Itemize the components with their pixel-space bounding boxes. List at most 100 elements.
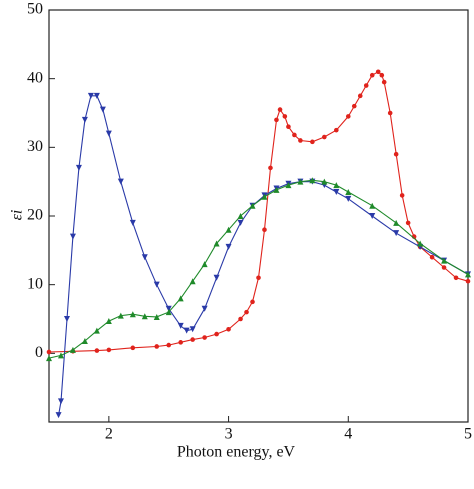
data-point [453,275,459,281]
data-point [237,219,244,226]
data-point [63,316,70,322]
data-point [282,114,288,119]
data-point [99,106,106,113]
data-point [178,340,183,345]
y-tick-label: 40 [27,69,43,86]
data-point [250,299,255,305]
data-point [55,412,62,419]
plot-frame [48,9,469,423]
data-point [226,327,231,332]
data-point [334,127,339,133]
data-point [201,261,208,268]
data-point [393,230,400,237]
data-point [225,226,232,233]
data-point [75,164,82,171]
data-point [285,182,292,189]
data-point [351,103,357,109]
data-point [153,281,160,288]
data-point [286,124,291,130]
data-point [238,316,243,322]
data-point [405,220,411,226]
data-point [244,309,249,315]
data-point [129,311,136,318]
data-point [214,331,219,337]
y-tick-label: 30 [27,138,43,155]
data-point [46,349,52,355]
data-point [117,178,124,185]
data-point [333,188,340,195]
data-point [105,130,112,137]
data-point [379,72,385,78]
data-point [165,309,172,316]
data-point [277,107,283,112]
data-point [46,355,52,362]
data-point [183,327,190,334]
data-point [94,348,100,353]
y-tick-label: 20 [27,207,43,224]
data-point [268,165,273,171]
data-point [93,92,100,99]
data-point [237,213,244,219]
data-point [393,151,399,157]
data-point [57,352,64,359]
data-point [369,202,376,209]
data-point [117,312,124,319]
data-point [105,318,112,325]
data-point [177,295,184,302]
data-point [441,265,447,270]
data-point [363,83,369,88]
data-point [273,186,280,193]
data-point [225,243,232,250]
data-point [369,72,375,78]
data-point [154,344,160,349]
data-point [130,345,136,351]
data-point [387,110,393,116]
x-axis-label: Photon energy, eV [177,444,296,461]
data-point [417,240,424,247]
data-point [298,138,303,143]
data-point [297,178,304,185]
data-point [165,305,172,312]
data-point [166,342,172,348]
data-point [81,337,88,344]
data-point [69,233,76,240]
y-tick-label: 0 [35,344,43,361]
data-point [262,227,267,233]
y-tick-label: 50 [27,1,43,18]
data-point [345,114,351,119]
data-point [465,278,471,284]
data-point [310,139,315,145]
data-point [261,193,268,200]
data-point [213,240,220,247]
data-point [141,254,148,261]
data-point [177,322,184,329]
x-tick-label: 5 [464,426,472,443]
data-point [106,347,112,353]
data-point [345,195,352,202]
data-point [321,178,328,185]
data-point [441,257,448,264]
data-point [141,313,148,320]
data-point [333,182,340,189]
data-point [87,92,94,99]
data-point [465,271,471,278]
data-point [213,274,220,281]
data-point [81,116,88,123]
data-point [57,398,64,405]
data-point [375,69,381,75]
data-point [189,326,196,333]
data-point [189,278,196,285]
data-point [369,213,376,219]
x-tick-label: 2 [105,426,113,443]
x-tick-label: 4 [344,426,352,443]
data-point [345,188,352,195]
data-point [322,134,327,140]
data-point [190,337,195,342]
data-point [292,132,297,138]
data-point [357,93,363,99]
x-tick-label: 3 [225,426,233,443]
y-axis-label: εi [9,210,26,221]
data-point [381,79,387,85]
data-point [69,346,76,353]
